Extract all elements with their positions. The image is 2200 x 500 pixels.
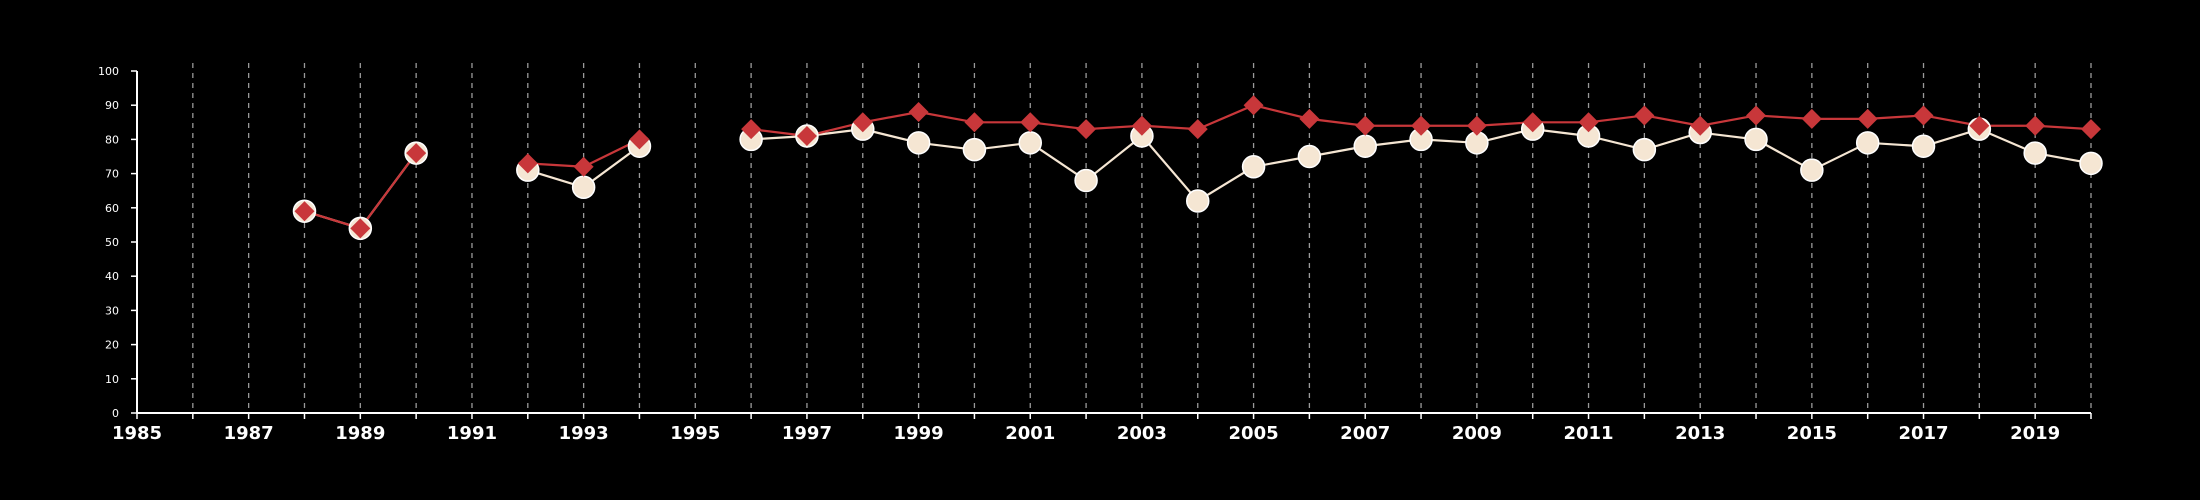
x-tick-label: 1989 <box>335 423 385 444</box>
x-tick-label: 2009 <box>1452 423 1502 444</box>
diamond-point <box>1299 108 1320 129</box>
x-tick-label: 1995 <box>670 423 720 444</box>
circle-point <box>1353 134 1377 158</box>
y-tick-label: 90 <box>105 99 119 112</box>
x-tick-label: 1997 <box>782 423 832 444</box>
grid <box>192 63 2092 413</box>
circle-point <box>1074 168 1098 193</box>
diamond-point <box>908 102 929 123</box>
x-tick-label: 1993 <box>559 423 609 444</box>
diamond-point <box>1466 115 1487 136</box>
x-tick-label: 2017 <box>1898 423 1948 444</box>
circle-point <box>1297 144 1322 169</box>
y-tick-label: 30 <box>105 304 119 317</box>
x-tick-label: 2007 <box>1340 423 1390 444</box>
diamond-point <box>1187 119 1208 140</box>
x-tick-label: 1991 <box>447 423 497 444</box>
diamond-point <box>1801 108 1822 129</box>
circle-point <box>1855 131 1880 155</box>
x-tick-label: 2001 <box>1005 423 1055 444</box>
diamond-point <box>2025 115 2046 136</box>
x-tick-label: 2003 <box>1117 423 1167 444</box>
y-tick-label: 100 <box>98 65 119 78</box>
circle-point <box>2023 141 2047 165</box>
circle-point <box>906 131 931 155</box>
diamond-point <box>1857 108 1878 129</box>
diamond-point <box>294 201 315 222</box>
x-tick-label: 2011 <box>1563 423 1613 444</box>
y-tick-label: 0 <box>112 407 119 420</box>
diamond-point <box>1969 115 1990 136</box>
diamond-point <box>350 218 371 239</box>
circle-point <box>1744 127 1768 152</box>
diamond-point <box>1131 115 1152 136</box>
diamond-point <box>1690 115 1711 136</box>
circle-point <box>2079 151 2103 176</box>
series <box>292 95 2103 241</box>
x-tick-label: 1985 <box>112 423 162 444</box>
x-tick-label: 2005 <box>1229 423 1279 444</box>
y-tick-label: 40 <box>105 270 119 283</box>
y-tick-label: 70 <box>105 168 119 181</box>
diamond-point <box>1243 95 1264 116</box>
diamond-point <box>1355 115 1376 136</box>
x-tick-label: 2019 <box>2010 423 2060 444</box>
diamond-point <box>741 119 762 140</box>
x-tick-label: 1999 <box>894 423 944 444</box>
diamond-point <box>1913 105 1934 126</box>
diamond-point <box>2081 119 2101 140</box>
diamond-point <box>1411 115 1432 136</box>
circle-point <box>1185 189 1210 213</box>
axes: 0 10 20 30 40 50 60 70 80 90 100 1985 1987 1989 1991 19… <box>98 65 2092 444</box>
diamond-point <box>573 156 594 177</box>
x-tick-label: 1987 <box>224 423 274 444</box>
circle-point <box>1800 158 1824 182</box>
y-tick-label: 20 <box>105 339 119 352</box>
circle-point <box>1241 155 1266 179</box>
diamond-point <box>1578 112 1599 133</box>
circle-point <box>962 137 987 162</box>
circle-point <box>571 175 596 200</box>
diamond-point <box>1746 105 1767 126</box>
y-tick-label: 10 <box>105 373 119 386</box>
diamond-point <box>629 129 650 150</box>
circle-point <box>1018 131 1043 155</box>
diamond-point <box>852 112 873 133</box>
diamond-point <box>517 153 538 174</box>
diamond-point <box>964 112 985 133</box>
y-tick-label: 80 <box>105 133 119 146</box>
diamond-point <box>796 125 817 146</box>
y-tick-label: 50 <box>105 236 119 249</box>
diamond-point <box>1522 112 1543 133</box>
x-tick-label: 2013 <box>1675 423 1725 444</box>
diamond-point <box>406 143 427 164</box>
diamond-point <box>1020 112 1041 133</box>
diamond-point <box>1076 119 1097 140</box>
x-tick-label: 2015 <box>1787 423 1837 444</box>
diamond-point <box>1634 105 1655 126</box>
y-tick-label: 60 <box>105 202 119 215</box>
circle-point <box>1632 137 1657 162</box>
circle-point <box>1911 134 1936 158</box>
